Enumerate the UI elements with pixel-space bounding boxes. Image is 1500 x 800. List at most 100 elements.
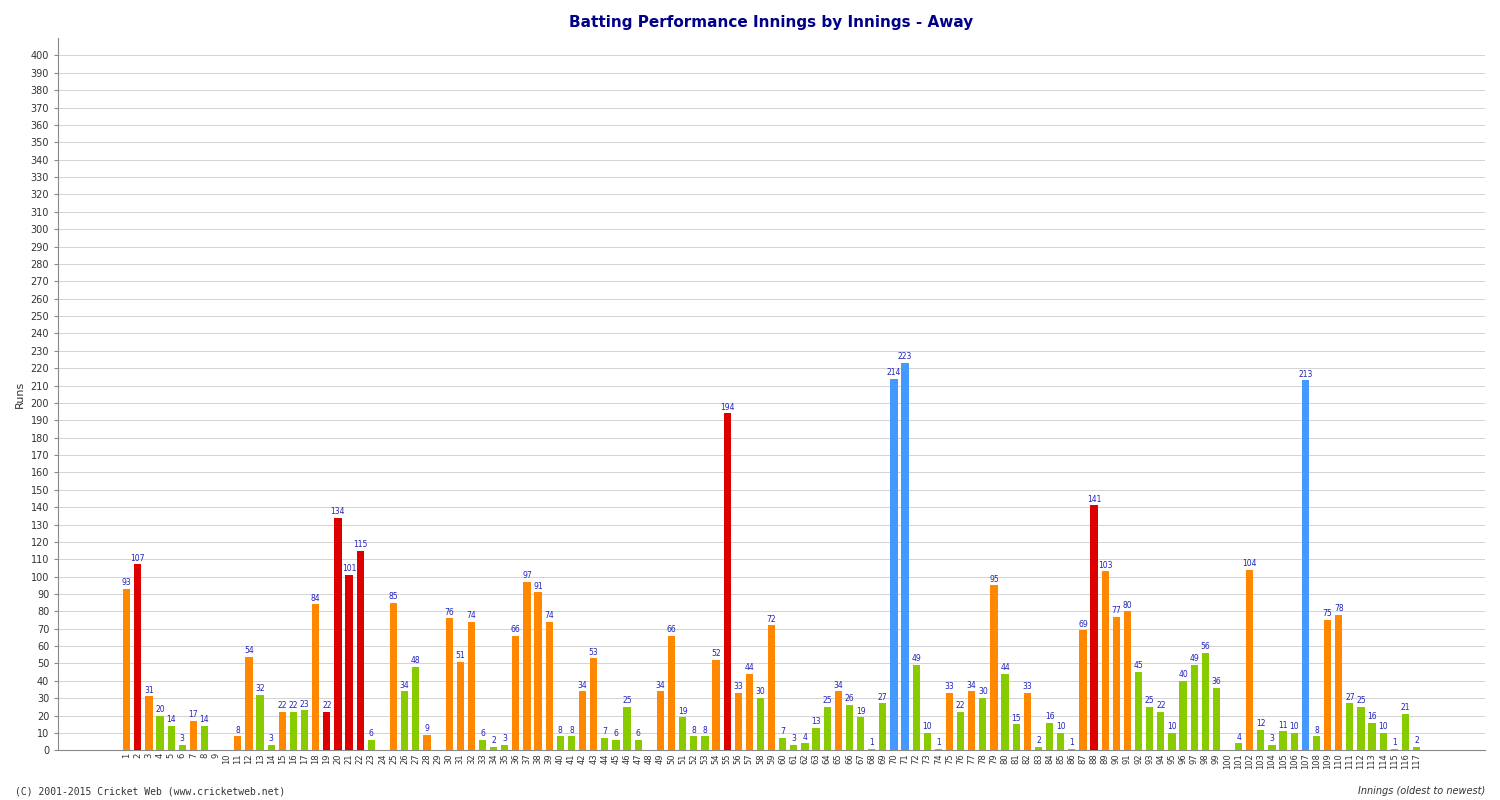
Bar <box>1191 666 1198 750</box>
Text: 95: 95 <box>988 574 999 583</box>
Bar <box>446 618 453 750</box>
Text: 3: 3 <box>792 734 796 743</box>
Text: 8: 8 <box>558 726 562 734</box>
Bar <box>934 749 942 750</box>
Text: 77: 77 <box>1112 606 1120 615</box>
Text: 25: 25 <box>822 696 833 705</box>
Bar <box>1214 688 1219 750</box>
Bar <box>1080 630 1086 750</box>
Bar <box>612 740 620 750</box>
Bar <box>957 712 964 750</box>
Bar <box>824 707 831 750</box>
Bar <box>1113 617 1120 750</box>
Text: 34: 34 <box>578 681 588 690</box>
Text: 84: 84 <box>310 594 321 602</box>
Text: 21: 21 <box>1401 703 1410 712</box>
Bar <box>1124 611 1131 750</box>
Text: 97: 97 <box>522 571 532 580</box>
Text: 3: 3 <box>1269 734 1275 743</box>
Bar <box>846 705 853 750</box>
Text: 1: 1 <box>870 738 874 747</box>
Bar <box>902 363 909 750</box>
Bar <box>201 726 208 750</box>
Text: 104: 104 <box>1242 559 1257 568</box>
Text: 52: 52 <box>711 650 722 658</box>
Text: 107: 107 <box>130 554 146 562</box>
Text: 33: 33 <box>734 682 742 691</box>
Bar <box>590 658 597 750</box>
Bar <box>1168 733 1176 750</box>
Text: 101: 101 <box>342 564 357 573</box>
Text: 10: 10 <box>1378 722 1388 731</box>
Bar <box>190 721 196 750</box>
Text: (C) 2001-2015 Cricket Web (www.cricketweb.net): (C) 2001-2015 Cricket Web (www.cricketwe… <box>15 786 285 796</box>
Bar <box>546 622 554 750</box>
Bar <box>891 378 897 750</box>
Text: 54: 54 <box>244 646 254 655</box>
Bar <box>702 737 708 750</box>
Text: 26: 26 <box>844 694 855 703</box>
Y-axis label: Runs: Runs <box>15 381 26 408</box>
Bar <box>534 592 542 750</box>
Bar <box>1257 730 1264 750</box>
Bar <box>1290 733 1298 750</box>
Text: 103: 103 <box>1098 561 1113 570</box>
Bar <box>290 712 297 750</box>
Bar <box>146 697 153 750</box>
Bar <box>1136 672 1142 750</box>
Bar <box>790 745 798 750</box>
Bar <box>123 589 130 750</box>
Bar <box>856 718 864 750</box>
Text: 7: 7 <box>603 727 608 737</box>
Text: 4: 4 <box>1236 733 1240 742</box>
Bar <box>1280 731 1287 750</box>
Text: 8: 8 <box>236 726 240 734</box>
Bar <box>624 707 630 750</box>
Text: 10: 10 <box>1167 722 1176 731</box>
Text: 49: 49 <box>1190 654 1198 663</box>
Text: 91: 91 <box>534 582 543 590</box>
Text: 25: 25 <box>622 696 632 705</box>
Text: 1: 1 <box>936 738 940 747</box>
Bar <box>1390 749 1398 750</box>
Text: 10: 10 <box>922 722 932 731</box>
Text: 51: 51 <box>456 651 465 660</box>
Title: Batting Performance Innings by Innings - Away: Batting Performance Innings by Innings -… <box>570 15 974 30</box>
Text: 6: 6 <box>480 729 484 738</box>
Bar <box>1023 693 1031 750</box>
Text: 66: 66 <box>666 625 676 634</box>
Bar <box>468 622 476 750</box>
Text: 34: 34 <box>968 681 976 690</box>
Bar <box>1013 724 1020 750</box>
Bar <box>680 718 687 750</box>
Text: 40: 40 <box>1178 670 1188 679</box>
Text: 19: 19 <box>855 706 865 716</box>
Bar <box>556 737 564 750</box>
Bar <box>568 737 574 750</box>
Text: 2: 2 <box>1414 736 1419 745</box>
Bar <box>1090 506 1098 750</box>
Bar <box>134 565 141 750</box>
Text: 30: 30 <box>978 687 987 697</box>
Text: 3: 3 <box>268 734 273 743</box>
Text: 45: 45 <box>1134 662 1143 670</box>
Text: 4: 4 <box>802 733 807 742</box>
Text: 6: 6 <box>369 729 374 738</box>
Bar <box>1358 707 1365 750</box>
Text: 22: 22 <box>278 702 286 710</box>
Bar <box>322 712 330 750</box>
Bar <box>345 575 352 750</box>
Text: 13: 13 <box>812 717 820 726</box>
Bar <box>602 738 609 750</box>
Bar <box>1380 733 1388 750</box>
Text: 49: 49 <box>912 654 921 663</box>
Text: 8: 8 <box>692 726 696 734</box>
Text: 214: 214 <box>886 368 902 377</box>
Text: 25: 25 <box>1144 696 1155 705</box>
Bar <box>579 691 586 750</box>
Text: 33: 33 <box>1023 682 1032 691</box>
Text: 8: 8 <box>568 726 574 734</box>
Text: 72: 72 <box>766 614 777 623</box>
Bar <box>1035 747 1042 750</box>
Bar <box>1156 712 1164 750</box>
